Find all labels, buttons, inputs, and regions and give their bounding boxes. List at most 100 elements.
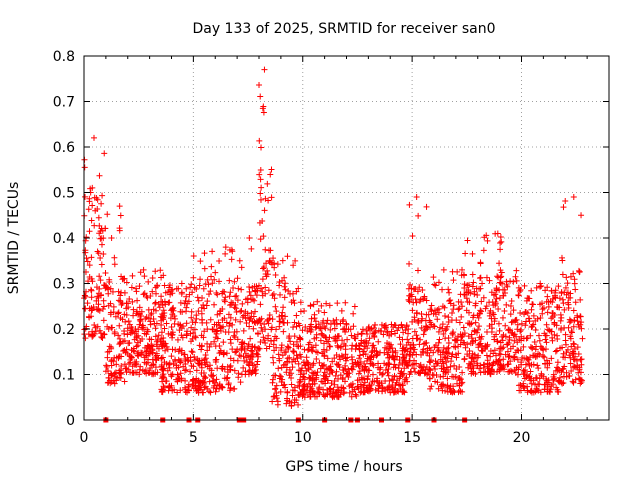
data-point — [242, 308, 249, 315]
data-point — [231, 304, 238, 311]
data-point — [230, 284, 237, 291]
data-point — [280, 362, 287, 369]
data-point — [245, 341, 252, 348]
data-point — [532, 346, 539, 353]
data-point — [242, 315, 249, 322]
data-point — [184, 354, 191, 361]
data-point — [333, 316, 340, 323]
data-point — [539, 306, 546, 313]
data-point — [567, 360, 574, 367]
data-point — [398, 322, 405, 329]
data-point — [169, 305, 176, 312]
data-point — [193, 285, 200, 292]
data-point — [277, 388, 284, 395]
data-point — [400, 370, 407, 377]
data-point — [407, 281, 414, 288]
data-point — [323, 320, 330, 327]
data-point — [269, 292, 276, 299]
data-point — [230, 357, 237, 364]
data-point — [121, 337, 128, 344]
data-point — [376, 369, 383, 376]
data-point — [299, 393, 306, 400]
data-point — [102, 368, 109, 375]
data-point — [243, 320, 250, 327]
data-point — [258, 285, 265, 292]
data-point — [290, 341, 297, 348]
data-point — [446, 289, 453, 296]
data-point — [329, 393, 336, 400]
data-point — [175, 356, 182, 363]
data-point — [295, 285, 302, 292]
data-point — [570, 340, 577, 347]
data-point — [100, 303, 107, 310]
data-point — [311, 369, 318, 376]
data-point — [518, 337, 525, 344]
data-point — [146, 336, 153, 343]
data-point — [107, 311, 114, 318]
data-point — [320, 391, 327, 398]
data-point — [257, 176, 264, 183]
data-point — [105, 374, 112, 381]
y-tick-label: 0.8 — [53, 49, 75, 65]
data-point — [278, 342, 285, 349]
data-point — [544, 364, 551, 371]
data-point — [175, 348, 182, 355]
data-point — [211, 338, 218, 345]
data-point — [202, 281, 209, 288]
data-point — [362, 363, 369, 370]
data-point — [447, 363, 454, 370]
data-point — [149, 274, 156, 281]
data-point — [128, 284, 135, 291]
data-point — [162, 347, 169, 354]
data-point — [116, 227, 123, 234]
data-point — [415, 317, 422, 324]
data-point — [336, 364, 343, 371]
data-point — [405, 339, 412, 346]
data-point — [279, 309, 286, 316]
data-point — [279, 352, 286, 359]
data-point — [447, 388, 454, 395]
data-point — [432, 365, 439, 372]
data-point — [475, 314, 482, 321]
data-point — [259, 328, 266, 335]
data-point — [240, 364, 247, 371]
data-point — [306, 339, 313, 346]
data-point — [115, 309, 122, 316]
data-point — [303, 387, 310, 394]
data-point — [568, 329, 575, 336]
data-point — [85, 206, 92, 213]
data-point — [313, 331, 320, 338]
data-point — [430, 310, 437, 317]
data-point — [233, 292, 240, 299]
data-point — [526, 373, 533, 380]
data-point — [483, 274, 490, 281]
data-point — [263, 260, 270, 267]
data-point — [273, 392, 280, 399]
data-point — [226, 302, 233, 309]
data-point — [266, 247, 273, 254]
data-point — [376, 379, 383, 386]
data-point — [577, 313, 584, 320]
data-point — [343, 320, 350, 327]
data-point — [411, 328, 418, 335]
data-point — [262, 246, 269, 253]
x-tick-label: 20 — [513, 430, 531, 446]
chart-title: Day 133 of 2025, SRMTID for receiver san… — [192, 21, 495, 37]
data-point — [571, 317, 578, 324]
data-point — [232, 305, 239, 312]
x-tick-label: 5 — [189, 430, 198, 446]
data-point — [286, 366, 293, 373]
data-point — [452, 344, 459, 351]
data-point — [211, 276, 218, 283]
data-point — [124, 325, 131, 332]
data-point — [216, 258, 223, 265]
data-point — [431, 307, 438, 314]
data-point — [321, 309, 328, 316]
y-tick-label: 0.1 — [53, 368, 75, 384]
data-point — [98, 261, 105, 268]
data-point — [117, 370, 124, 377]
data-point — [391, 321, 398, 328]
data-point — [434, 316, 441, 323]
y-tick-label: 0.5 — [53, 186, 75, 202]
data-point — [507, 303, 514, 310]
